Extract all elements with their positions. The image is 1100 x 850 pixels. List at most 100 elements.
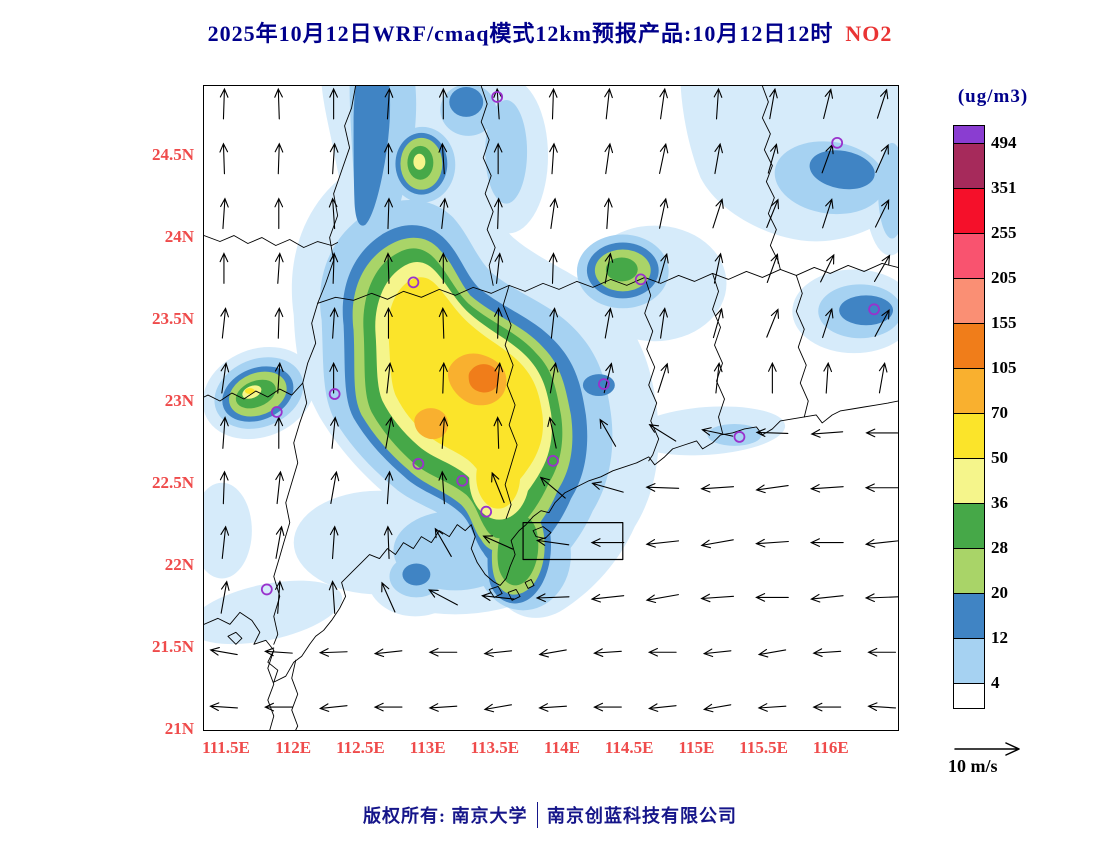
border-north [317, 263, 898, 304]
wind-arrow [428, 647, 458, 657]
legend-color-cell [954, 279, 984, 324]
lon-axis-label: 112E [275, 738, 312, 757]
legend-value-label: 4 [991, 673, 1000, 692]
wind-arrow [659, 142, 669, 174]
wind-arrow [549, 197, 559, 230]
wind-arrow [867, 702, 897, 712]
wind-arrow [494, 252, 504, 284]
lat-axis-label: 22N [164, 555, 194, 574]
peninsula-west [267, 649, 275, 730]
forecast-map [204, 86, 898, 730]
wind-arrow [768, 361, 777, 394]
wind-arrow [329, 361, 338, 394]
wind-arrow [647, 647, 677, 657]
wind-arrow [549, 362, 559, 394]
wind-arrow [209, 647, 238, 656]
wind-arrow [659, 307, 668, 339]
legend-value-label: 12 [991, 628, 1008, 647]
wind-arrow [481, 592, 515, 601]
legend-color-cell [954, 234, 984, 279]
border-nw [204, 235, 339, 248]
legend-color-cell [954, 549, 984, 594]
border-sw [204, 382, 304, 402]
wind-arrow [384, 470, 394, 505]
wind-arrow [538, 648, 567, 658]
copyright-text-right: 南京创蓝科技有限公司 [547, 806, 737, 826]
map-frame [203, 85, 899, 731]
station-marker [868, 303, 880, 316]
border-east-2 [712, 272, 725, 434]
copyright-line: 版权所有: 南京大学 南京创蓝科技有限公司 [0, 802, 1100, 828]
wind-arrow [604, 252, 614, 284]
wind-vectors [209, 87, 898, 713]
wind-arrow [876, 88, 889, 119]
wind-arrow [593, 648, 622, 657]
wind-arrow [483, 703, 512, 713]
wind-arrow [603, 197, 613, 230]
province-boundaries [204, 86, 898, 730]
wind-arrow [384, 361, 394, 394]
wind-arrow [874, 254, 891, 282]
wind-arrow [219, 470, 229, 505]
wind-arrow [822, 307, 834, 339]
station-marker [270, 406, 283, 418]
wind-arrow [604, 307, 614, 339]
station-marker [491, 91, 504, 103]
wind-arrow [767, 143, 779, 174]
wind-arrow [713, 361, 723, 394]
legend-color-cell [954, 414, 984, 459]
wind-arrow [769, 87, 778, 120]
wind-arrow [712, 307, 724, 339]
station-marker [328, 388, 341, 400]
wind-arrow [548, 252, 558, 284]
colorbar [953, 125, 985, 709]
wind-arrow [755, 593, 789, 602]
wind-arrow [493, 87, 502, 120]
wind-arrow [494, 197, 503, 230]
wind-arrow [701, 427, 734, 437]
wind-arrow [491, 471, 505, 504]
station-marker [412, 457, 425, 470]
border-east-1 [644, 276, 660, 462]
wind-arrow [590, 593, 625, 603]
wind-arrow [384, 197, 394, 230]
lon-axis-label: 113E [409, 738, 446, 757]
wind-arrow [220, 197, 229, 230]
island [227, 631, 243, 645]
wind-arrow [590, 538, 625, 547]
wind-arrow [434, 527, 452, 557]
wind-arrow [810, 593, 844, 603]
station-markers [260, 91, 880, 596]
wind-arrow [383, 252, 393, 284]
wind-arrow [538, 703, 568, 712]
wind-arrow [264, 702, 293, 712]
wind-arrow [757, 648, 787, 658]
wind-arrow [809, 538, 844, 547]
border-ne-top [761, 86, 781, 270]
wind-arrow [766, 198, 779, 229]
wind-arrow [599, 418, 617, 447]
wind-arrow [494, 307, 503, 339]
wind-arrow [275, 580, 284, 614]
wind-arrow [864, 593, 898, 603]
island [524, 579, 535, 589]
legend-color-cell [954, 369, 984, 414]
copyright-divider [536, 802, 538, 828]
legend-color-cell [954, 684, 984, 708]
wind-arrow [659, 87, 668, 120]
legend-value-label: 351 [991, 178, 1017, 197]
wind-arrow [539, 476, 566, 499]
lon-axis-label: 114.5E [604, 738, 654, 757]
wind-arrow [548, 87, 558, 120]
wind-arrow [549, 142, 558, 175]
wind-arrow [438, 470, 448, 505]
wind-reference-arrow [954, 742, 1020, 756]
border-central [502, 284, 518, 520]
wind-arrow [264, 647, 293, 657]
wind-arrow [330, 470, 340, 505]
wind-arrow [330, 416, 339, 449]
island [488, 585, 503, 598]
wind-arrow [700, 593, 735, 603]
legend-value-label: 50 [991, 448, 1008, 467]
